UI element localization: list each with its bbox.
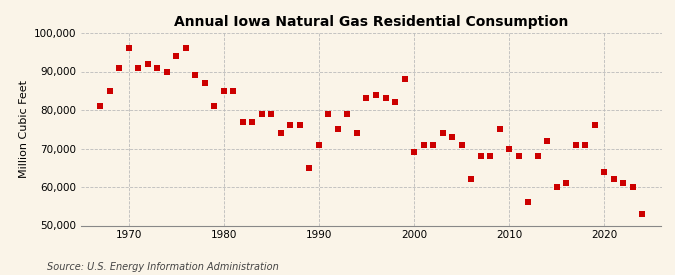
Point (180, 46, 191, 51)
Point (523, 200, 534, 205)
Point (628, 185, 639, 189)
Point (123, 46, 134, 51)
Point (561, 181, 572, 185)
Point (389, 100, 400, 104)
Point (342, 112, 353, 116)
Point (533, 154, 543, 158)
Point (313, 142, 324, 147)
Point (542, 139, 553, 143)
Point (294, 123, 305, 128)
Point (285, 123, 296, 128)
Point (380, 96, 391, 101)
Point (161, 69, 172, 74)
Point (247, 119, 258, 124)
Point (494, 127, 505, 131)
Point (618, 181, 629, 185)
Point (580, 142, 591, 147)
Point (304, 166, 315, 170)
Title: Annual Iowa Natural Gas Residential Consumption: Annual Iowa Natural Gas Residential Cons… (174, 15, 568, 29)
Point (209, 104, 219, 108)
Point (323, 112, 334, 116)
Text: Source: U.S. Energy Information Administration: Source: U.S. Energy Information Administ… (47, 262, 279, 272)
Point (218, 89, 229, 93)
Point (190, 73, 200, 78)
Point (152, 65, 163, 70)
Point (275, 131, 286, 135)
Point (514, 154, 524, 158)
Point (466, 177, 477, 182)
Point (352, 131, 362, 135)
Point (504, 146, 514, 151)
Point (551, 185, 562, 189)
Point (599, 169, 610, 174)
Point (485, 154, 495, 158)
Point (199, 81, 210, 85)
Point (113, 65, 124, 70)
Point (228, 89, 239, 93)
Point (104, 89, 115, 93)
Point (133, 65, 144, 70)
Point (418, 142, 429, 147)
Point (570, 142, 581, 147)
Point (361, 96, 372, 101)
Point (333, 127, 344, 131)
Point (142, 62, 153, 66)
Point (171, 54, 182, 58)
Point (266, 112, 277, 116)
Point (371, 92, 381, 97)
Point (637, 212, 648, 216)
Point (447, 135, 458, 139)
Point (589, 123, 600, 128)
Point (408, 150, 419, 155)
Point (475, 154, 486, 158)
Point (95, 104, 105, 108)
Point (238, 119, 248, 124)
Point (399, 77, 410, 81)
Point (256, 112, 267, 116)
Point (428, 142, 439, 147)
Point (609, 177, 620, 182)
Y-axis label: Million Cubic Feet: Million Cubic Feet (20, 80, 30, 178)
Point (437, 131, 448, 135)
Point (456, 142, 467, 147)
